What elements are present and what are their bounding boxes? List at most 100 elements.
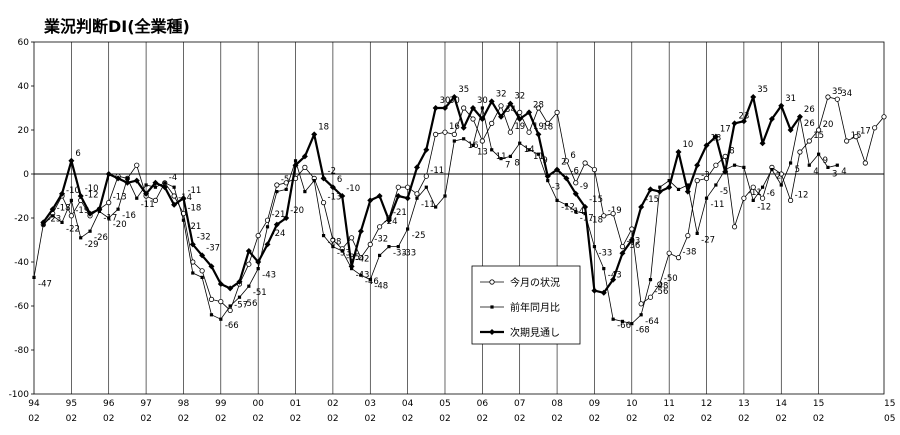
data-label: -50 (664, 274, 678, 284)
legend-swatch-marker (489, 279, 495, 285)
data-label: -10 (66, 186, 80, 196)
data-label: 18 (318, 122, 329, 132)
data-point (517, 109, 523, 116)
x-month-label: 02 (215, 414, 226, 424)
data-label: -37 (206, 243, 220, 253)
data-point (311, 131, 318, 138)
data-point (115, 175, 122, 182)
data-point (443, 194, 447, 198)
data-label: 34 (505, 105, 516, 115)
data-label: 8 (729, 146, 734, 156)
data-label: -57 (234, 300, 248, 310)
data-label: -56 (243, 299, 257, 309)
data-label: 35 (757, 85, 768, 95)
data-label: 6 (75, 149, 80, 159)
data-point (153, 185, 158, 189)
data-point (217, 281, 224, 287)
x-year-label: 97 (140, 399, 151, 409)
x-month-label: 02 (701, 414, 712, 424)
data-point (732, 163, 737, 167)
data-point (657, 281, 663, 287)
x-year-label: 96 (103, 399, 115, 409)
data-point (768, 116, 775, 122)
data-point (647, 294, 654, 300)
data-label: -11 (711, 200, 725, 210)
data-point (778, 102, 785, 109)
data-point (228, 304, 232, 308)
data-point (293, 159, 298, 163)
data-point (704, 196, 709, 200)
data-point (770, 168, 774, 172)
data-point (666, 184, 673, 191)
data-point (180, 195, 187, 202)
data-point (545, 120, 551, 127)
data-label: -21 (187, 222, 201, 232)
x-year-label: 12 (701, 399, 712, 409)
data-label: -15 (589, 195, 603, 205)
data-label: -46 (365, 277, 379, 287)
data-point (498, 113, 505, 120)
data-point (387, 245, 391, 249)
data-label: 26 (804, 119, 815, 129)
x-year-label: 07 (514, 399, 525, 409)
data-label: 4 (841, 167, 846, 177)
data-label: -13 (113, 193, 127, 203)
y-tick-label: -20 (14, 214, 29, 224)
data-point (628, 237, 635, 243)
data-point (759, 140, 766, 147)
data-point (591, 167, 598, 173)
x-month-label: 02 (776, 414, 787, 424)
data-point (712, 133, 719, 140)
x-year-label: 09 (589, 399, 601, 409)
data-label: 15 (813, 131, 824, 141)
data-label: 30 (440, 96, 451, 106)
data-label: -17 (103, 213, 117, 223)
data-label: -21 (272, 210, 286, 220)
legend-entry: 今月の状況 (510, 276, 560, 289)
data-point (208, 263, 215, 270)
y-tick-label: -80 (14, 346, 29, 356)
data-point (600, 289, 607, 296)
data-label: 20 (823, 120, 834, 130)
legend-entry: 次期見通し (510, 326, 560, 339)
data-label: -33 (598, 249, 612, 259)
data-point (787, 127, 794, 133)
data-point (32, 275, 36, 279)
data-point (171, 201, 178, 208)
x-year-label: 14 (776, 399, 788, 409)
data-point (413, 164, 420, 171)
data-point (572, 190, 579, 197)
data-point (826, 165, 830, 169)
data-point (199, 268, 205, 274)
data-point (69, 198, 73, 202)
data-point (516, 116, 523, 122)
data-point (133, 177, 140, 184)
data-point (51, 214, 55, 218)
data-point (208, 296, 215, 302)
x-year-label: 98 (178, 399, 190, 409)
data-label: -21 (393, 208, 407, 218)
data-point (152, 197, 159, 203)
data-point (470, 116, 476, 122)
data-label: -20 (113, 220, 127, 230)
series-2: -47-22-29-26-17-20-16-11-21-66-56-51-43-… (32, 106, 847, 336)
data-point (881, 114, 887, 120)
x-month-label: 02 (290, 414, 301, 424)
data-point (274, 182, 280, 188)
data-point (479, 138, 485, 144)
data-label: -3 (552, 183, 560, 193)
data-point (405, 184, 411, 190)
data-point (348, 235, 355, 241)
data-point (685, 233, 691, 239)
data-label: 4 (813, 167, 818, 177)
x-month-label: 02 (738, 414, 749, 424)
data-point (816, 127, 822, 133)
data-point (236, 278, 243, 285)
data-label: 3 (832, 169, 837, 179)
data-label: -32 (374, 234, 388, 244)
data-label: 5 (795, 165, 800, 175)
data-point (432, 105, 439, 111)
data-label: 17 (860, 127, 871, 137)
data-label: -23 (47, 215, 61, 225)
x-month-label: 02 (327, 414, 338, 424)
